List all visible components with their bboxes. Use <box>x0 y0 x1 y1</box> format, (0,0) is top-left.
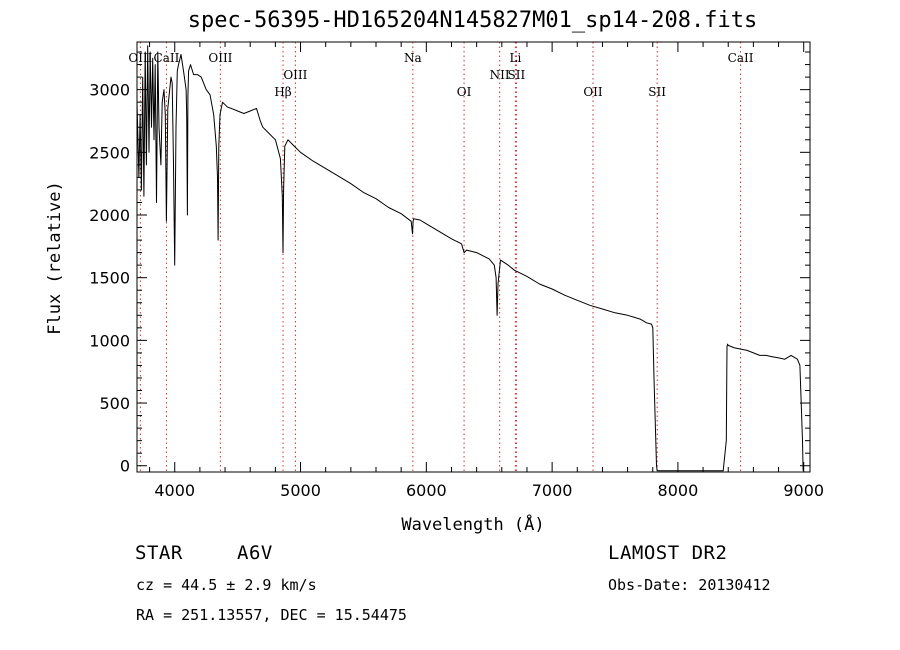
line-label-6: OI <box>457 85 472 99</box>
y-tick-label-6: 3000 <box>89 81 130 100</box>
line-label-7: NII <box>490 68 510 82</box>
line-label-12: CaII <box>728 51 754 65</box>
line-label-2: OIII <box>208 51 232 65</box>
x-axis-label: Wavelength (Å) <box>401 513 544 535</box>
observation-date: Obs-Date: 20130412 <box>608 576 771 594</box>
plot-frame <box>136 41 811 473</box>
x-tick-label-1: 5000 <box>280 481 321 500</box>
object-class: STAR <box>135 542 183 564</box>
line-label-10: OII <box>583 85 603 99</box>
y-tick-label-1: 500 <box>99 394 130 413</box>
x-tick-label-2: 6000 <box>406 481 447 500</box>
y-axis-label: Flux (relative) <box>45 181 65 335</box>
line-label-11: SII <box>648 85 666 99</box>
x-tick-label-4: 8000 <box>658 481 699 500</box>
line-label-8: Li <box>509 51 521 65</box>
line-label-0: OIII <box>128 51 152 65</box>
y-axis: 0 500 1000 1500 2000 2500 3000 <box>89 51 810 476</box>
y-tick-label-0: 0 <box>120 457 130 476</box>
x-tick-label-0: 4000 <box>154 481 195 500</box>
spectral-subclass: A6V <box>237 542 273 564</box>
survey-name: LAMOST DR2 <box>608 542 728 564</box>
x-tick-label-3: 7000 <box>532 481 573 500</box>
y-tick-label-2: 1000 <box>89 331 130 350</box>
line-label-5: Na <box>404 51 422 65</box>
line-label-4: OIII <box>283 68 307 82</box>
spectrum-line <box>136 45 804 472</box>
x-axis: 4000 5000 6000 7000 8000 9000 <box>149 42 824 500</box>
x-tick-label-5: 9000 <box>783 481 824 500</box>
line-label-3: Hβ <box>274 85 291 99</box>
line-label-9: SII <box>508 68 526 82</box>
chart-title: spec-56395-HD165204N145827M01_sp14-208.f… <box>187 8 758 33</box>
spectrum-series <box>136 45 804 472</box>
coordinates: RA = 251.13557, DEC = 15.54475 <box>136 606 407 624</box>
redshift-value: cz = 44.5 ± 2.9 km/s <box>136 576 317 594</box>
emission-line-markers <box>139 42 742 472</box>
y-tick-label-3: 1500 <box>89 269 130 288</box>
y-tick-label-5: 2500 <box>89 143 130 162</box>
line-label-1: CaII <box>154 51 180 65</box>
y-tick-label-4: 2000 <box>89 206 130 225</box>
